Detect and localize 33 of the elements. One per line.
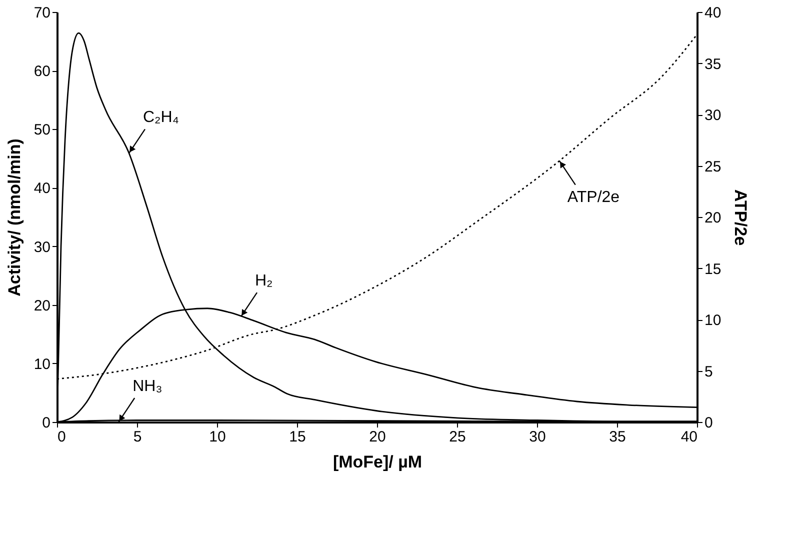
y-axis-title: Activity/ (nmol/min) (4, 138, 24, 296)
x-tick-label: 5 (133, 428, 142, 446)
annotation: H₂ (255, 272, 273, 290)
annotation: NH₃ (132, 378, 162, 395)
y-tick-label: 20 (34, 297, 50, 314)
x-tick-label: 40 (680, 428, 698, 446)
annotation: C₂H₄ (143, 109, 179, 126)
y-tick-label: 10 (34, 356, 50, 373)
x-tick-label: 10 (209, 428, 226, 446)
y2-tick-label: 20 (704, 210, 722, 226)
y2-tick-label: 25 (704, 158, 722, 176)
y-tick-label: 70 (34, 4, 50, 22)
y-tick-label: 0 (42, 414, 50, 432)
y-tick-label: 50 (34, 122, 50, 139)
y2-tick-label: 30 (704, 107, 722, 124)
y-tick-label: 30 (34, 238, 50, 256)
x-tick-label: 30 (529, 428, 546, 446)
y2-tick-label: 15 (704, 260, 722, 278)
y2-tick-label: 40 (704, 4, 722, 22)
x-axis-title: [MoFe]/ µM (332, 452, 422, 472)
x-tick-label: 25 (449, 428, 466, 446)
x-tick-label: 35 (609, 428, 626, 446)
annotation: ATP/2e (567, 188, 620, 206)
y-tick-label: 40 (34, 180, 50, 198)
x-tick-label: 20 (369, 428, 386, 446)
y2-tick-label: 0 (704, 414, 713, 432)
y2-tick-label: 10 (704, 312, 722, 329)
x-tick-label: 15 (289, 428, 306, 446)
y-tick-label: 60 (34, 63, 50, 80)
y2-tick-label: 35 (704, 56, 722, 73)
y2-tick-label: 5 (704, 363, 713, 380)
y2-axis-title: ATP/2e (731, 189, 750, 246)
x-tick-label: 0 (58, 428, 66, 446)
